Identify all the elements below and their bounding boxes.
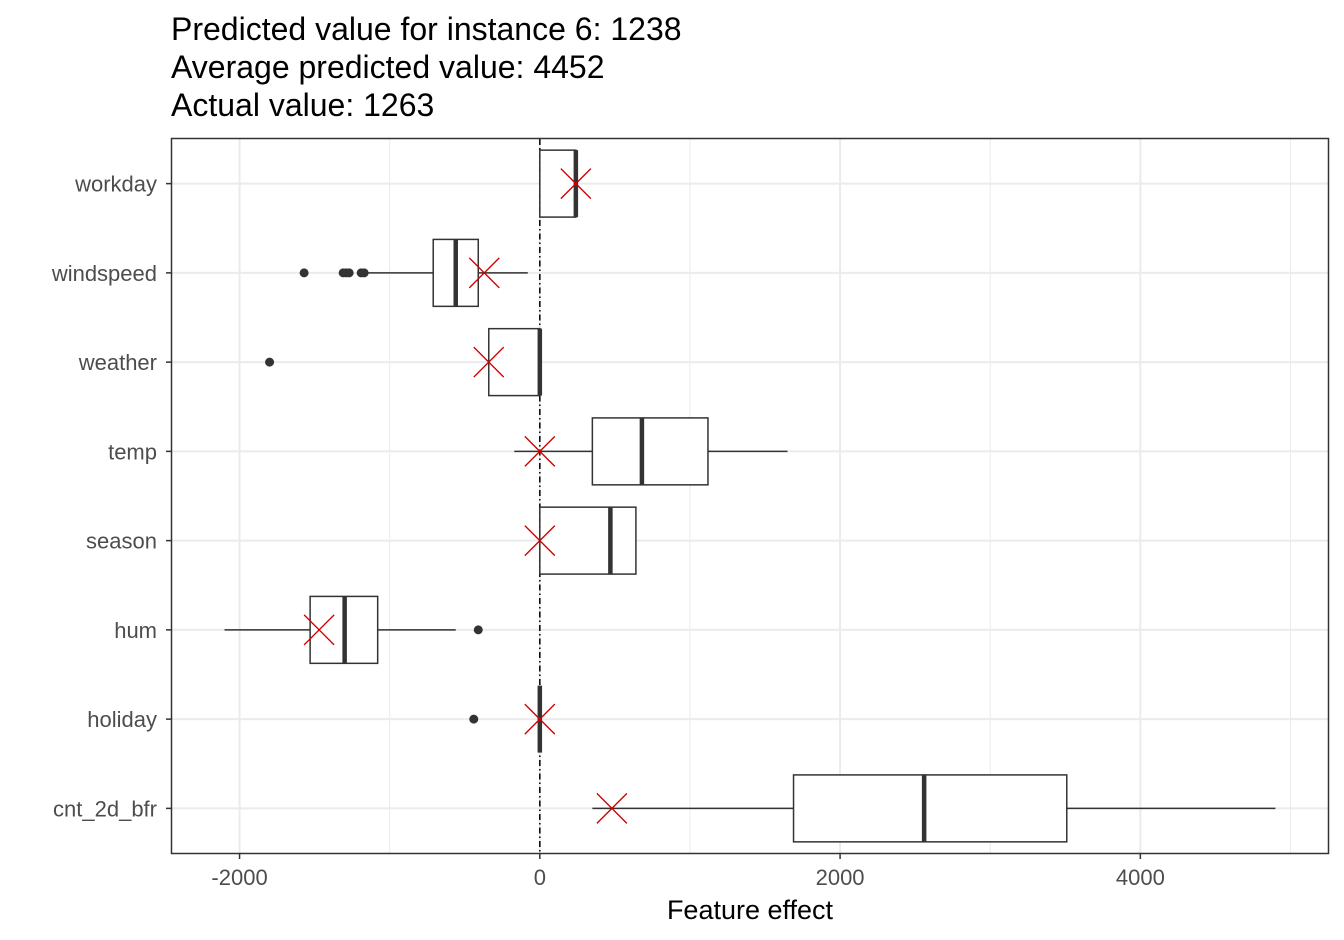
x-tick-label: 0 xyxy=(534,865,546,890)
title-line-3: Actual value: 1263 xyxy=(171,87,434,123)
title-line-2: Average predicted value: 4452 xyxy=(171,49,605,85)
y-tick-label: hum xyxy=(114,618,157,643)
instance-marker-weather xyxy=(473,346,505,378)
boxplot-weather xyxy=(265,327,543,397)
y-tick-label: windspeed xyxy=(51,261,157,286)
grid-lines xyxy=(172,139,1328,853)
y-tick-label: workday xyxy=(74,172,157,197)
iqr-box xyxy=(792,774,1068,843)
marker-stroke xyxy=(596,792,628,824)
marker-stroke xyxy=(560,168,592,200)
box-layer xyxy=(224,149,1276,843)
chart-title: Predicted value for instance 6: 1238 Ave… xyxy=(171,11,682,123)
marker-stroke xyxy=(468,257,500,289)
y-tick-label: cnt_2d_bfr xyxy=(53,796,157,821)
marker-stroke xyxy=(473,346,505,378)
x-tick-label: 2000 xyxy=(816,865,865,890)
iqr-box xyxy=(488,327,541,397)
x-axis: -2000 0 2000 4000 xyxy=(211,853,1165,890)
x-tick-label: 4000 xyxy=(1116,865,1165,890)
x-axis-label: Feature effect xyxy=(667,895,834,925)
y-axis: workday windspeed weather temp season hum holi… xyxy=(51,172,172,821)
boxplot-hum xyxy=(224,595,483,665)
title-line-1: Predicted value for instance 6: 1238 xyxy=(171,11,682,47)
marker-stroke xyxy=(303,614,335,646)
instance-marker-cnt-2d-bfr xyxy=(596,792,628,824)
outlier-point xyxy=(299,268,309,278)
iqr-box xyxy=(591,417,709,486)
outlier-point xyxy=(265,357,275,367)
marker-stroke xyxy=(524,525,556,557)
marker-stroke xyxy=(524,435,556,467)
y-tick-label: holiday xyxy=(87,707,157,732)
instance-marker-holiday xyxy=(524,703,556,735)
outlier-point xyxy=(359,268,369,278)
instance-marker-hum xyxy=(303,614,335,646)
instance-marker-workday xyxy=(560,168,592,200)
instance-marker-layer xyxy=(303,168,628,824)
boxplot-season xyxy=(539,506,637,575)
panel-border xyxy=(170,137,1330,855)
boxplot-workday xyxy=(539,149,579,218)
boxplot-cnt-2d-bfr xyxy=(592,774,1276,843)
y-tick-label: weather xyxy=(78,350,157,375)
iqr-box xyxy=(539,506,637,575)
outlier-point xyxy=(469,714,479,724)
iqr-box xyxy=(539,149,577,218)
marker-stroke xyxy=(524,703,556,735)
outlier-point xyxy=(473,625,483,635)
outlier-point xyxy=(344,268,354,278)
x-tick-label: -2000 xyxy=(211,865,267,890)
y-tick-label: temp xyxy=(108,439,157,464)
instance-marker-windspeed xyxy=(468,257,500,289)
instance-marker-season xyxy=(524,525,556,557)
y-tick-label: season xyxy=(86,529,157,554)
boxplot-temp xyxy=(514,417,788,486)
instance-marker-temp xyxy=(524,435,556,467)
boxplot-windspeed xyxy=(299,238,528,308)
